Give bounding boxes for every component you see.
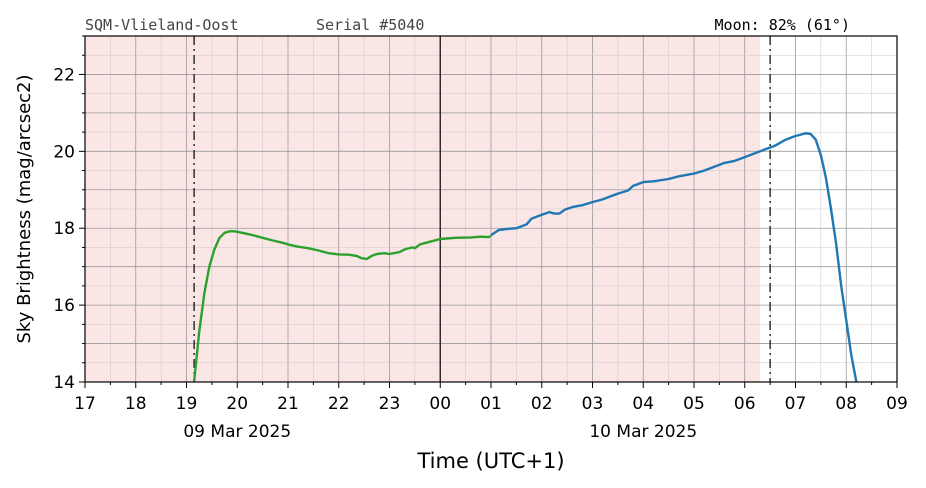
station-name: SQM-Vlieland-Oost (85, 16, 239, 34)
x-tick-label: 20 (226, 394, 248, 414)
vertical-marker-lines (193, 36, 771, 382)
x-tick-label: 19 (176, 394, 198, 414)
x-tick-label: 06 (734, 394, 756, 414)
x-tick-label: 08 (835, 394, 857, 414)
date-label: 09 Mar 2025 (183, 422, 291, 442)
moon-info: Moon: 82% (61°) (715, 16, 850, 34)
data-series (192, 132, 858, 383)
x-tick-label: 22 (328, 394, 350, 414)
x-axis-label: Time (UTC+1) (416, 449, 564, 473)
y-tick-label: 14 (53, 373, 75, 393)
x-tick-label: 05 (683, 394, 705, 414)
serial-number: Serial #5040 (316, 16, 424, 34)
x-tick-label: 09 (886, 394, 908, 414)
x-tick-label: 02 (531, 394, 553, 414)
x-tick-label: 03 (582, 394, 604, 414)
series-line-2 (490, 132, 858, 383)
x-tick-label: 17 (74, 394, 96, 414)
x-tick-label: 18 (125, 394, 147, 414)
y-axis-ticks: 14 16 18 20 22 (53, 35, 85, 393)
x-tick-label: 07 (785, 394, 807, 414)
y-tick-label: 20 (53, 142, 75, 162)
x-tick-label: 00 (429, 394, 451, 414)
date-labels: 09 Mar 2025 10 Mar 2025 (183, 422, 697, 442)
x-tick-label: 01 (480, 394, 502, 414)
y-tick-label: 18 (53, 219, 75, 239)
x-tick-label: 04 (632, 394, 654, 414)
y-tick-label: 22 (53, 65, 75, 85)
series-line-1 (192, 230, 492, 383)
x-axis-ticks: 17 18 19 20 21 22 23 00 01 02 03 04 05 06 07 08 09 (74, 382, 908, 414)
y-tick-label: 16 (53, 296, 75, 316)
x-tick-label: 21 (277, 394, 299, 414)
x-tick-label: 23 (379, 394, 401, 414)
y-axis-label: Sky Brightness (mag/arcsec2) (14, 74, 35, 343)
date-label: 10 Mar 2025 (589, 422, 697, 442)
